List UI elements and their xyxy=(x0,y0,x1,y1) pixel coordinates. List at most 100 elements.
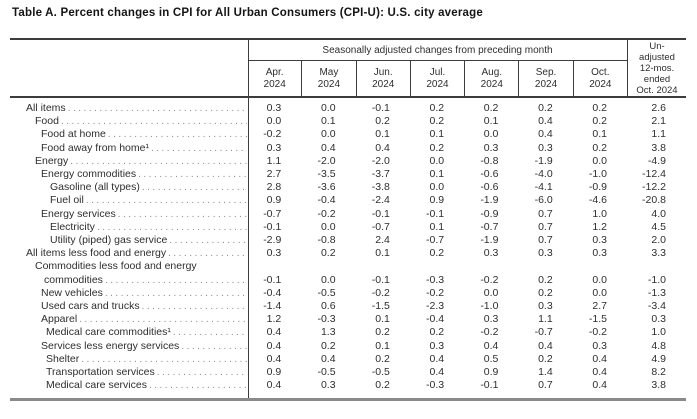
value-cell: -0.3 xyxy=(426,379,445,392)
value-cell: 0.2 xyxy=(592,115,607,128)
leader-dots xyxy=(106,128,247,141)
row-label-text: Electricity xyxy=(50,220,95,233)
value-cell: 0.2 xyxy=(429,102,445,114)
value-cell: 0.3 xyxy=(266,141,282,154)
row-label: Medical care services xyxy=(10,379,248,392)
row-label-text: Energy commodities xyxy=(41,168,137,181)
value-cell: 0.3 xyxy=(483,141,499,154)
value-cell: 0.2 xyxy=(592,102,607,114)
value-cell: 0.1 xyxy=(375,313,390,326)
table-row: Food at home -0.2 0.0 0.1 0.1 0.0 0.4 0.1 1.1 xyxy=(10,128,686,141)
value-cell: 0.2 xyxy=(375,115,390,128)
value-cell: -0.7 xyxy=(371,220,390,233)
value-cell: 2.8 xyxy=(266,181,282,194)
table-row: Food away from home¹ 0.3 0.4 0.4 0.2 0.3 0.3 0.… xyxy=(10,142,686,155)
value-cell: 0.9 xyxy=(266,366,282,379)
value-cell: 2.7 xyxy=(592,300,607,313)
row-label-text: Used cars and trucks xyxy=(41,300,140,313)
page-title: Table A. Percent changes in CPI for All … xyxy=(12,7,483,19)
value-cell: 0.0 xyxy=(483,286,499,299)
unadjusted-value-cell: 4.0 xyxy=(651,207,666,220)
table-row: New vehicles -0.4 -0.5 -0.2 -0.2 0.0 0.2 0.0 -1.… xyxy=(10,287,686,300)
value-cell: 0.4 xyxy=(266,352,282,365)
value-cell: -0.1 xyxy=(263,273,282,286)
unadjusted-value-cell: 4.5 xyxy=(651,220,666,233)
value-cell: 0.6 xyxy=(320,300,336,313)
leader-dots xyxy=(140,181,247,194)
value-cell: -3.8 xyxy=(371,181,390,194)
row-label-line1: Commodities less food and energy xyxy=(35,260,197,273)
row-label-text: Food xyxy=(35,115,59,128)
row-label: Transportation services xyxy=(10,366,248,379)
table-row: Electricity -0.1 0.0 -0.7 0.1 -0.7 0.7 1.2 4.5 xyxy=(10,221,686,234)
value-cell: 0.0 xyxy=(592,286,607,299)
value-cell: 0.7 xyxy=(538,220,553,233)
leader-dots xyxy=(147,379,247,392)
row-label-text: Food at home xyxy=(41,128,106,141)
cpi-table: Seasonally adjusted changes from precedi… xyxy=(10,38,686,402)
unadjusted-value-cell: 3.8 xyxy=(651,379,666,392)
value-cell: -0.5 xyxy=(371,366,390,379)
leader-dots xyxy=(59,115,247,128)
table-row: Services less energy services 0.4 0.2 0.1 0.… xyxy=(10,340,686,353)
table-row: Used cars and trucks -1.4 0.6 -1.5 -2.3 -1.0 0… xyxy=(10,300,686,313)
leader-dots xyxy=(167,234,247,247)
row-label: Shelter xyxy=(10,353,248,366)
value-cell: 0.3 xyxy=(538,300,553,313)
value-cell: -6.0 xyxy=(534,194,553,207)
table-row: Food 0.0 0.1 0.2 0.2 0.1 0.4 0.2 2.1 xyxy=(10,115,686,128)
value-cell: -0.1 xyxy=(263,220,282,233)
value-cell: -0.1 xyxy=(371,102,390,114)
row-label-text: Medical care services xyxy=(46,379,147,392)
leader-dots xyxy=(140,300,247,313)
value-cell: -1.9 xyxy=(480,234,499,247)
value-cell: -0.2 xyxy=(426,286,445,299)
row-label: Fuel oil xyxy=(10,194,248,207)
value-cell: -0.2 xyxy=(317,207,336,220)
value-cell: 0.2 xyxy=(538,273,553,286)
value-cell: 0.9 xyxy=(429,194,445,207)
unadjusted-value-cell: -12.2 xyxy=(642,181,666,194)
row-label-text: Services less energy services xyxy=(41,339,180,352)
value-cell: 0.0 xyxy=(592,273,607,286)
value-cell: 0.2 xyxy=(538,102,553,114)
unadjusted-value-cell: 1.0 xyxy=(651,326,666,339)
value-cell: -0.9 xyxy=(480,207,499,220)
value-cell: 0.0 xyxy=(483,128,499,141)
value-cell: -0.7 xyxy=(426,234,445,247)
value-cell: 0.4 xyxy=(266,326,282,339)
leader-dots xyxy=(149,142,247,155)
leader-dots xyxy=(79,353,247,366)
leader-dots xyxy=(103,274,247,287)
value-cell: -0.2 xyxy=(588,326,607,339)
leader-dots xyxy=(84,194,247,207)
value-cell: -1.9 xyxy=(534,154,553,167)
value-cell: 1.4 xyxy=(538,366,553,379)
row-label-text: commodities xyxy=(44,273,103,286)
month-column-header: May 2024 xyxy=(301,61,355,96)
value-cell: 0.1 xyxy=(375,339,390,352)
value-cell: 0.3 xyxy=(592,234,607,247)
table-row: Energy commodities 2.7 -3.5 -3.7 0.1 -0.6 -4.0… xyxy=(10,168,686,181)
value-cell: 0.9 xyxy=(483,366,499,379)
value-cell: -0.3 xyxy=(317,313,336,326)
value-cell: -1.9 xyxy=(480,194,499,207)
value-cell: -1.5 xyxy=(588,313,607,326)
row-label: New vehicles xyxy=(10,287,248,300)
seasonally-adjusted-header: Seasonally adjusted changes from precedi… xyxy=(248,40,627,61)
value-cell: -3.5 xyxy=(317,168,336,181)
value-cell: -4.1 xyxy=(534,181,553,194)
table-body: All items0.30.0-0.10.20.20.20.22.6Food0.… xyxy=(10,98,686,402)
table-row: All items 0.3 0.0 -0.1 0.2 0.2 0.2 0.2 2.6 xyxy=(10,102,686,115)
value-cell: 1.0 xyxy=(592,207,607,220)
value-cell: -0.5 xyxy=(317,366,336,379)
value-cell: -0.1 xyxy=(371,273,390,286)
seasonally-adjusted-group: Seasonally adjusted changes from precedi… xyxy=(248,40,628,96)
row-label: Electricity xyxy=(10,221,248,234)
value-cell: 0.1 xyxy=(429,168,445,181)
value-cell: 1.1 xyxy=(538,313,553,326)
table-row: Fuel oil 0.9 -0.4 -2.4 0.9 -1.9 -6.0 -4.6 -20.8 xyxy=(10,194,686,207)
value-cell: 0.2 xyxy=(592,141,607,154)
value-cell: 0.1 xyxy=(429,220,445,233)
